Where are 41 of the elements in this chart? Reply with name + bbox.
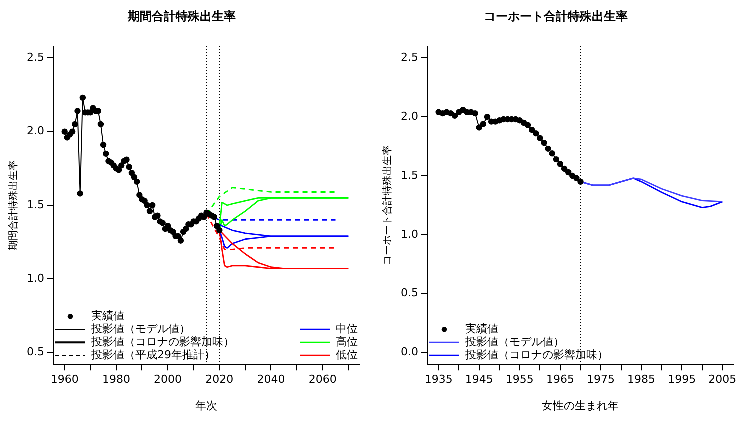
legend-label: 実績値 <box>465 322 498 336</box>
annotation: 投影値（モデル値） <box>90 322 190 336</box>
x-axis-title: 年次 <box>196 399 218 412</box>
x-tick-label: 2020 <box>206 373 234 386</box>
y-tick-label: 1.0 <box>400 228 418 241</box>
y-tick-label: 0.0 <box>400 346 418 359</box>
y-tick-label: 1.5 <box>26 198 44 212</box>
x-axis-title: 女性の生まれ年 <box>542 399 620 412</box>
y-tick-label: 2.5 <box>400 51 418 64</box>
x-tick-label: 2060 <box>308 373 337 386</box>
legend-label: 実績値 <box>91 309 124 322</box>
y-axis-title: 期間合計特殊出生率 <box>8 160 20 250</box>
annotation: 投影値（平成29年推計） <box>90 348 216 362</box>
x-tick-label: 1955 <box>506 373 534 386</box>
x-tick-label: 2005 <box>708 373 737 386</box>
x-tick-label: 1935 <box>424 373 453 386</box>
x-tick-label: 1975 <box>587 373 616 386</box>
x-tick-label: 2000 <box>154 373 182 386</box>
x-tick-label: 1960 <box>50 373 79 386</box>
x-tick-label: 1945 <box>465 373 494 386</box>
y-tick-label: 0.5 <box>400 286 418 300</box>
y-tick-label: 1.0 <box>26 272 44 286</box>
x-tick-label: 1995 <box>668 373 696 386</box>
chart-title: 期間合計特殊出生率 <box>127 9 236 24</box>
legend-label: 投影値（コロナの影響加味） <box>464 348 608 362</box>
y-tick-label: 1.5 <box>400 168 418 182</box>
y-tick-label: 2.5 <box>26 51 44 64</box>
annotation: 投影値（コロナの影響加味） <box>90 335 234 348</box>
x-tick-label: 1965 <box>546 373 574 386</box>
y-axis-title: コーホート合計特殊出生率 <box>382 146 394 266</box>
y-tick-label: 2.0 <box>26 124 44 138</box>
legend-label: 高位 <box>336 335 358 348</box>
legend-label: 低位 <box>336 348 358 362</box>
y-tick-label: 0.5 <box>26 346 44 359</box>
chart-title: コーホート合計特殊出生率 <box>484 9 628 24</box>
x-tick-label: 1980 <box>102 373 130 386</box>
x-tick-label: 1985 <box>628 373 656 386</box>
x-tick-label: 2040 <box>257 373 286 386</box>
legend-label: 投影値（モデル値） <box>464 335 564 348</box>
legend-label: 中位 <box>336 322 358 336</box>
y-tick-label: 2.0 <box>400 110 418 123</box>
